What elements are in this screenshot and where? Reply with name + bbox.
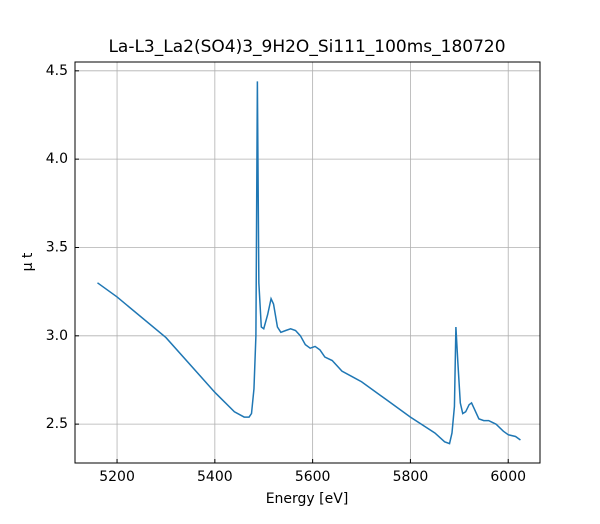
x-tick-label: 5200 bbox=[99, 469, 135, 485]
x-tick-label: 5800 bbox=[393, 469, 429, 485]
x-axis-label: Energy [eV] bbox=[266, 491, 349, 507]
x-tick-label: 5600 bbox=[295, 469, 331, 485]
plot-frame bbox=[74, 61, 541, 464]
y-tick-label: 3.0 bbox=[46, 328, 68, 344]
data-line bbox=[97, 81, 521, 445]
chart-title: La-L3_La2(SO4)3_9H2O_Si111_100ms_180720 bbox=[108, 37, 505, 57]
y-tick-label: 4.0 bbox=[46, 151, 68, 167]
x-tick-label: 5400 bbox=[197, 469, 233, 485]
y-tick-label: 4.5 bbox=[46, 63, 68, 79]
x-tick-label: 6000 bbox=[490, 469, 526, 485]
y-axis-label: μ t bbox=[20, 252, 36, 271]
y-tick-label: 3.5 bbox=[46, 239, 68, 255]
y-tick-label: 2.5 bbox=[46, 416, 68, 432]
